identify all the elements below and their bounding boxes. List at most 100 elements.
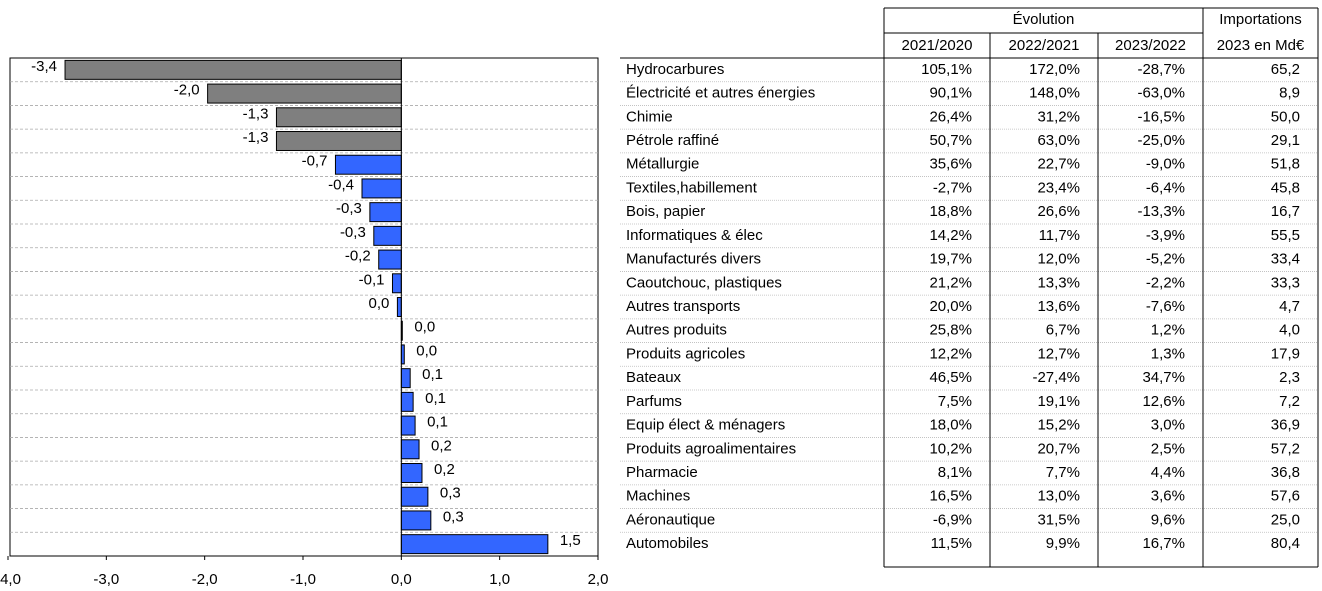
value-label: 0,2 <box>431 437 452 454</box>
table-cell: -2,2% <box>1146 274 1185 291</box>
bar <box>334 154 402 175</box>
x-tick-label: -1,0 <box>290 571 316 588</box>
bar <box>400 510 432 531</box>
table-cell: 148,0% <box>1029 85 1080 102</box>
x-tick-label: -4,0 <box>0 571 21 588</box>
table-cell: 45,8 <box>1271 179 1300 196</box>
table-cell: 105,1% <box>921 61 972 78</box>
value-label: -0,1 <box>359 271 385 288</box>
value-label: -0,4 <box>328 176 354 193</box>
table-cell: 13,6% <box>1037 298 1080 315</box>
table-cell: -7,6% <box>1146 298 1185 315</box>
table-cell: 26,6% <box>1037 203 1080 220</box>
bar <box>391 273 402 294</box>
value-label: 0,0 <box>369 295 390 312</box>
value-label: 1,5 <box>560 532 581 549</box>
bar <box>400 486 429 507</box>
table-cell: 23,4% <box>1037 179 1080 196</box>
plot-frame <box>9 57 599 557</box>
table-cell: -16,5% <box>1137 108 1185 125</box>
row-label: Pharmacie <box>626 464 698 481</box>
table-cell: 35,6% <box>929 156 972 173</box>
x-tick-label: -2,0 <box>192 571 218 588</box>
table-cell: 26,4% <box>929 108 972 125</box>
table-cell: 15,2% <box>1037 417 1080 434</box>
table-cell: -13,3% <box>1137 203 1185 220</box>
table-cell: 1,3% <box>1151 345 1185 362</box>
row-label: Autres produits <box>626 322 727 339</box>
row-label: Automobiles <box>626 535 709 552</box>
table-cell: 50,0 <box>1271 108 1300 125</box>
table-cell: 7,7% <box>1046 464 1080 481</box>
table-cell: -6,4% <box>1146 179 1185 196</box>
table-cell: 19,1% <box>1037 393 1080 410</box>
table-cell: 16,7% <box>1142 535 1185 552</box>
bar <box>400 439 420 460</box>
table-cell: 3,0% <box>1151 417 1185 434</box>
table-cell: 16,7 <box>1271 203 1300 220</box>
table-cell: 4,0 <box>1279 322 1300 339</box>
table-cell: -27,4% <box>1032 369 1080 386</box>
value-label: -0,7 <box>302 153 328 170</box>
table-cell: 63,0% <box>1037 132 1080 149</box>
table-cell: 36,8 <box>1271 464 1300 481</box>
row-label: Produits agroalimentaires <box>626 440 796 457</box>
value-label: 0,0 <box>414 319 435 336</box>
value-label: -1,3 <box>243 105 269 122</box>
table-cell: 51,8 <box>1271 156 1300 173</box>
row-label: Électricité et autres énergies <box>626 85 815 102</box>
table-cell: 20,7% <box>1037 440 1080 457</box>
value-label: 0,1 <box>422 366 443 383</box>
table-cell: 11,7% <box>1039 227 1080 244</box>
bar <box>400 391 414 412</box>
row-label: Machines <box>626 488 690 505</box>
table-cell: 46,5% <box>929 369 972 386</box>
table-cell: -6,9% <box>933 511 972 528</box>
row-label: Equip élect & ménagers <box>626 417 785 434</box>
value-label: 0,0 <box>416 342 437 359</box>
table-cell: 90,1% <box>929 85 972 102</box>
value-label: -0,3 <box>336 200 362 217</box>
row-label: Caoutchouc, plastiques <box>626 274 782 291</box>
table-cell: -2,7% <box>933 179 972 196</box>
row-label: Manufacturés divers <box>626 251 761 268</box>
table-cell: 12,0% <box>1037 251 1080 268</box>
value-label: -0,3 <box>340 224 366 241</box>
row-label: Produits agricoles <box>626 345 745 362</box>
row-label: Autres transports <box>626 298 740 315</box>
table-cell: 19,7% <box>929 251 972 268</box>
header-column: 2021/2020 <box>902 37 973 54</box>
table-cell: 34,7% <box>1142 369 1185 386</box>
table-cell: 25,8% <box>929 322 972 339</box>
value-label: -0,2 <box>345 248 371 265</box>
table-cell: -25,0% <box>1137 132 1185 149</box>
table-cell: 22,7% <box>1037 156 1080 173</box>
table-cell: 8,1% <box>938 464 972 481</box>
x-tick-label: 2,0 <box>588 571 609 588</box>
table-cell: 25,0 <box>1271 511 1300 528</box>
header-column: 2023/2022 <box>1115 37 1186 54</box>
row-label: Bateaux <box>626 369 682 386</box>
table-cell: -28,7% <box>1137 61 1185 78</box>
table-cell: 13,3% <box>1037 274 1080 291</box>
table-cell: 33,3 <box>1271 274 1300 291</box>
row-label: Aéronautique <box>626 511 715 528</box>
value-label: 0,3 <box>443 508 464 525</box>
value-label: 0,3 <box>440 485 461 502</box>
value-label: 0,1 <box>427 414 448 431</box>
table-cell: 31,2% <box>1037 108 1080 125</box>
table-cell: 36,9 <box>1271 417 1300 434</box>
row-label: Textiles,habillement <box>626 179 758 196</box>
table-cell: 57,2 <box>1271 440 1300 457</box>
table-cell: 17,9 <box>1271 345 1300 362</box>
header-last: Importations <box>1219 11 1302 28</box>
table-cell: 7,5% <box>938 393 972 410</box>
table-cell: -5,2% <box>1146 251 1185 268</box>
header-column: 2023 en Md€ <box>1217 37 1305 54</box>
table-cell: 21,2% <box>929 274 972 291</box>
table-cell: 18,8% <box>929 203 972 220</box>
table-cell: 4,7 <box>1279 298 1300 315</box>
table-cell: -9,0% <box>1146 156 1185 173</box>
